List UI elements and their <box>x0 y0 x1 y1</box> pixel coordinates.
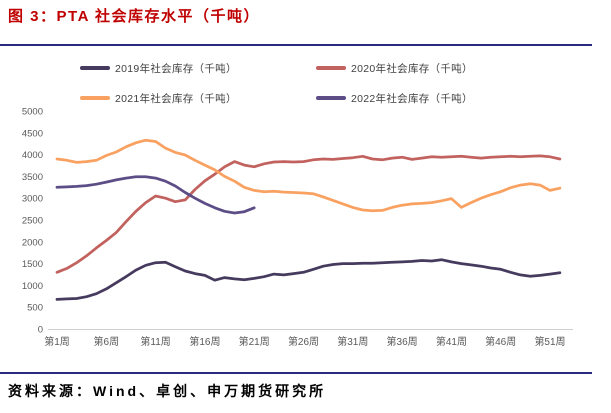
y-axis-tick-label: 4000 <box>22 150 43 161</box>
legend-item-2021: 2021年社会库存（千吨） <box>80 83 316 113</box>
series-line-2019 <box>55 258 562 301</box>
x-axis-tick-label: 第36周 <box>387 335 418 348</box>
legend-swatch-2021 <box>80 96 110 100</box>
y-axis-tick-label: 0 <box>38 325 43 336</box>
legend-label-2022: 2022年社会库存（千吨） <box>351 92 473 105</box>
x-axis-tick-label: 第6周 <box>94 335 120 348</box>
legend-item-2020: 2020年社会库存（千吨） <box>316 53 552 83</box>
y-axis-tick-label: 5000 <box>22 107 43 118</box>
chart-legend: 2019年社会库存（千吨） 2020年社会库存（千吨） 2021年社会库存（千吨） 2… <box>80 53 552 113</box>
y-axis-tick-label: 4500 <box>22 128 43 139</box>
y-axis-tick-label: 3000 <box>22 194 43 205</box>
x-axis-tick-label: 第21周 <box>239 335 270 348</box>
x-axis-tick-label: 第51周 <box>534 335 565 348</box>
legend-swatch-2019 <box>80 66 110 70</box>
y-axis-tick-label: 3500 <box>22 172 43 183</box>
x-axis-tick-label: 第11周 <box>140 335 170 348</box>
legend-swatch-2020 <box>316 66 346 70</box>
x-axis-tick-label: 第41周 <box>436 335 467 348</box>
series-line-2022 <box>55 175 256 215</box>
bottom-divider <box>0 372 592 374</box>
series-line-2021 <box>55 138 562 213</box>
y-axis-tick-label: 2500 <box>22 216 43 227</box>
y-axis-tick-label: 1500 <box>22 259 43 270</box>
x-axis-tick-label: 第26周 <box>288 335 319 348</box>
legend-item-2019: 2019年社会库存（千吨） <box>80 53 316 83</box>
legend-item-2022: 2022年社会库存（千吨） <box>316 83 552 113</box>
x-axis-tick-label: 第46周 <box>485 335 516 348</box>
legend-label-2021: 2021年社会库存（千吨） <box>115 92 237 105</box>
figure-title: 图 3：PTA 社会库存水平（千吨） <box>8 8 261 25</box>
legend-swatch-2022 <box>316 96 346 100</box>
legend-label-2020: 2020年社会库存（千吨） <box>351 62 473 75</box>
x-axis-tick-label: 第31周 <box>337 335 368 348</box>
y-axis-tick-label: 1000 <box>22 281 43 292</box>
y-axis-tick-label: 500 <box>27 303 43 314</box>
y-axis-tick-label: 2000 <box>22 237 43 248</box>
series-line-2020 <box>55 154 562 274</box>
x-axis-tick-label: 第16周 <box>189 335 220 348</box>
x-axis-tick-label: 第1周 <box>44 335 70 348</box>
source-note: 资料来源：Wind、卓创、申万期货研究所 <box>8 383 327 399</box>
top-divider <box>0 44 592 46</box>
legend-label-2019: 2019年社会库存（千吨） <box>115 62 237 75</box>
